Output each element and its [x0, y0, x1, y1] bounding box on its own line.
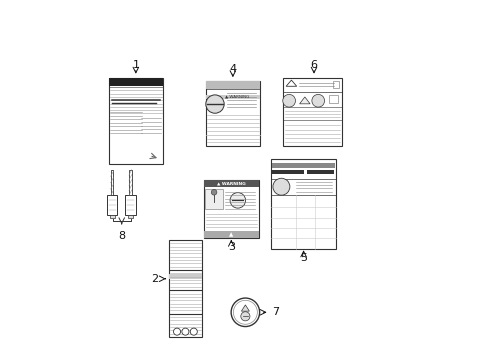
Text: 6: 6	[310, 60, 317, 70]
Bar	[272, 163, 334, 168]
Bar	[107, 195, 117, 215]
Text: 8: 8	[118, 231, 125, 242]
Text: ▲: ▲	[229, 232, 233, 237]
Bar	[270, 159, 336, 249]
Bar	[332, 81, 338, 88]
Bar	[110, 170, 113, 195]
Text: ▲ WARNING: ▲ WARNING	[217, 181, 245, 185]
Circle shape	[190, 328, 197, 335]
Text: 2: 2	[151, 274, 158, 284]
Text: 7: 7	[271, 307, 278, 317]
Bar	[168, 240, 202, 337]
Bar	[125, 195, 136, 215]
Text: ▲ WARNING: ▲ WARNING	[224, 95, 249, 99]
Polygon shape	[241, 305, 249, 311]
Circle shape	[229, 193, 245, 208]
Polygon shape	[285, 80, 296, 86]
Circle shape	[272, 178, 289, 195]
Circle shape	[231, 298, 259, 327]
Text: 1: 1	[132, 60, 139, 70]
Bar	[306, 170, 333, 174]
Circle shape	[240, 312, 249, 321]
Text: 5: 5	[300, 253, 306, 262]
Bar	[203, 180, 258, 187]
Bar	[108, 78, 163, 164]
Circle shape	[311, 94, 324, 107]
Circle shape	[182, 328, 188, 335]
Bar	[203, 180, 258, 238]
Bar	[108, 78, 163, 86]
Bar	[128, 215, 133, 219]
Bar	[328, 95, 337, 103]
Circle shape	[173, 328, 180, 335]
Bar	[168, 274, 202, 279]
Circle shape	[205, 95, 224, 113]
Circle shape	[233, 300, 257, 324]
Bar	[205, 95, 260, 99]
Bar	[272, 170, 303, 174]
Bar	[283, 78, 341, 147]
Text: 4: 4	[229, 64, 236, 74]
Text: 3: 3	[227, 242, 234, 252]
Circle shape	[282, 94, 295, 107]
Bar	[205, 81, 260, 89]
Circle shape	[211, 189, 217, 195]
Polygon shape	[299, 97, 309, 104]
Bar	[205, 81, 260, 147]
Bar	[129, 170, 131, 195]
Bar	[205, 189, 223, 209]
Bar	[110, 215, 115, 219]
Bar	[203, 231, 258, 238]
